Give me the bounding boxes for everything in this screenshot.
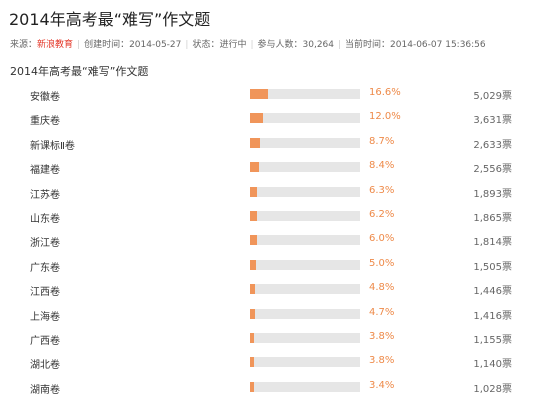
option-percent: 5.0% — [369, 257, 395, 269]
result-bar-track — [250, 113, 360, 124]
poll-meta: 来源：新浪教育 | 创建时间：2014-05-27 | 状态：进行中 | 参与人数：30,2… — [10, 37, 486, 50]
option-percent: 6.0% — [369, 233, 395, 245]
option-label: 广西卷 — [30, 336, 60, 347]
poll-row: 江西卷 4.8% 1,446票 — [0, 277, 550, 301]
poll-row: 广东卷 5.0% 1,505票 — [0, 253, 550, 277]
option-percent: 3.8% — [369, 355, 395, 367]
option-percent: 8.7% — [369, 135, 395, 147]
option-votes: 1,814票 — [473, 237, 512, 249]
poll-question: 2014年高考最“难写”作文题 — [10, 65, 149, 78]
result-bar-track — [250, 259, 360, 270]
result-bar-fill — [250, 259, 256, 270]
result-bar-track — [250, 89, 360, 99]
option-votes: 1,446票 — [473, 286, 512, 298]
poll-row: 安徽卷 16.6% 5,029票 — [0, 82, 550, 106]
result-bar-track — [250, 186, 360, 197]
source-link[interactable]: 新浪教育 — [37, 40, 74, 50]
result-bar-track — [250, 308, 360, 319]
option-votes: 1,140票 — [473, 359, 512, 371]
poll-row: 湖北卷 3.8% 1,140票 — [0, 350, 550, 374]
source-label: 来源： — [10, 40, 38, 50]
result-bar-track — [250, 333, 360, 343]
result-bar-track — [250, 211, 360, 221]
option-votes: 1,416票 — [473, 310, 512, 322]
poll-row: 新课标Ⅱ卷 8.7% 2,633票 — [0, 131, 550, 155]
result-bar-fill — [250, 162, 260, 173]
result-bar-fill — [250, 284, 256, 295]
option-label: 湖北卷 — [30, 360, 60, 372]
option-percent: 16.6% — [369, 87, 401, 98]
option-label: 上海卷 — [30, 311, 60, 323]
result-bar-track — [250, 381, 360, 392]
result-bar-track — [250, 357, 360, 368]
poll-row: 浙江卷 6.0% 1,814票 — [0, 228, 550, 252]
option-label: 广东卷 — [30, 262, 60, 274]
option-votes: 1,865票 — [473, 213, 512, 224]
option-percent: 6.2% — [369, 209, 395, 220]
page-title: 2014年高考最“难写”作文题 — [9, 10, 211, 29]
option-votes: 1,893票 — [473, 188, 512, 200]
created-time: 创建时间：2014-05-27 — [84, 40, 182, 50]
poll-row: 广西卷 3.8% 1,155票 — [0, 326, 550, 350]
result-bar-fill — [250, 357, 255, 368]
option-label: 重庆卷 — [30, 116, 60, 128]
result-bar-fill — [250, 235, 257, 246]
option-votes: 1,155票 — [473, 335, 512, 346]
meta-divider: | — [338, 40, 342, 50]
poll-status: 状态：进行中 — [192, 40, 247, 50]
option-percent: 4.7% — [369, 306, 395, 318]
option-percent: 3.8% — [369, 331, 395, 342]
result-bar-track — [250, 235, 360, 246]
meta-divider: | — [250, 40, 254, 50]
poll-row: 湖南卷 3.4% 1,028票 — [0, 375, 550, 399]
poll-row: 山东卷 6.2% 1,865票 — [0, 204, 550, 228]
option-votes: 3,631票 — [473, 115, 512, 127]
option-label: 福建卷 — [30, 165, 60, 177]
poll-row: 福建卷 8.4% 2,556票 — [0, 155, 550, 179]
result-bar-fill — [250, 113, 264, 124]
result-bar-fill — [250, 333, 255, 343]
option-votes: 2,633票 — [473, 139, 512, 151]
option-percent: 3.4% — [369, 379, 395, 391]
result-bar-track — [250, 284, 360, 295]
option-label: 安徽卷 — [30, 92, 60, 103]
result-bar-fill — [250, 89, 269, 99]
option-label: 山东卷 — [30, 214, 60, 225]
result-bar-fill — [250, 381, 254, 392]
option-percent: 6.3% — [369, 184, 395, 196]
participant-count: 参与人数：30,264 — [257, 40, 335, 50]
meta-divider: | — [77, 40, 81, 50]
result-bar-fill — [250, 137, 260, 148]
result-bar-fill — [250, 211, 257, 221]
result-bar-track — [250, 162, 360, 173]
option-percent: 12.0% — [369, 111, 401, 123]
option-label: 江苏卷 — [30, 189, 60, 201]
poll-row: 上海卷 4.7% 1,416票 — [0, 302, 550, 326]
option-label: 浙江卷 — [30, 238, 60, 250]
option-votes: 1,505票 — [473, 261, 512, 273]
meta-divider: | — [185, 40, 189, 50]
result-bar-fill — [250, 186, 257, 197]
result-bar-track — [250, 137, 360, 148]
option-label: 新课标Ⅱ卷 — [30, 140, 75, 152]
option-percent: 8.4% — [369, 160, 395, 172]
option-label: 湖南卷 — [30, 384, 60, 396]
poll-row: 重庆卷 12.0% 3,631票 — [0, 106, 550, 130]
option-votes: 1,028票 — [473, 383, 512, 395]
result-bar-fill — [250, 308, 256, 319]
option-percent: 4.8% — [369, 282, 395, 294]
option-votes: 2,556票 — [473, 164, 512, 176]
poll-row: 江苏卷 6.3% 1,893票 — [0, 180, 550, 204]
option-votes: 5,029票 — [473, 91, 512, 102]
current-time: 当前时间：2014-06-07 15:36:56 — [345, 40, 486, 50]
option-label: 江西卷 — [30, 287, 60, 299]
